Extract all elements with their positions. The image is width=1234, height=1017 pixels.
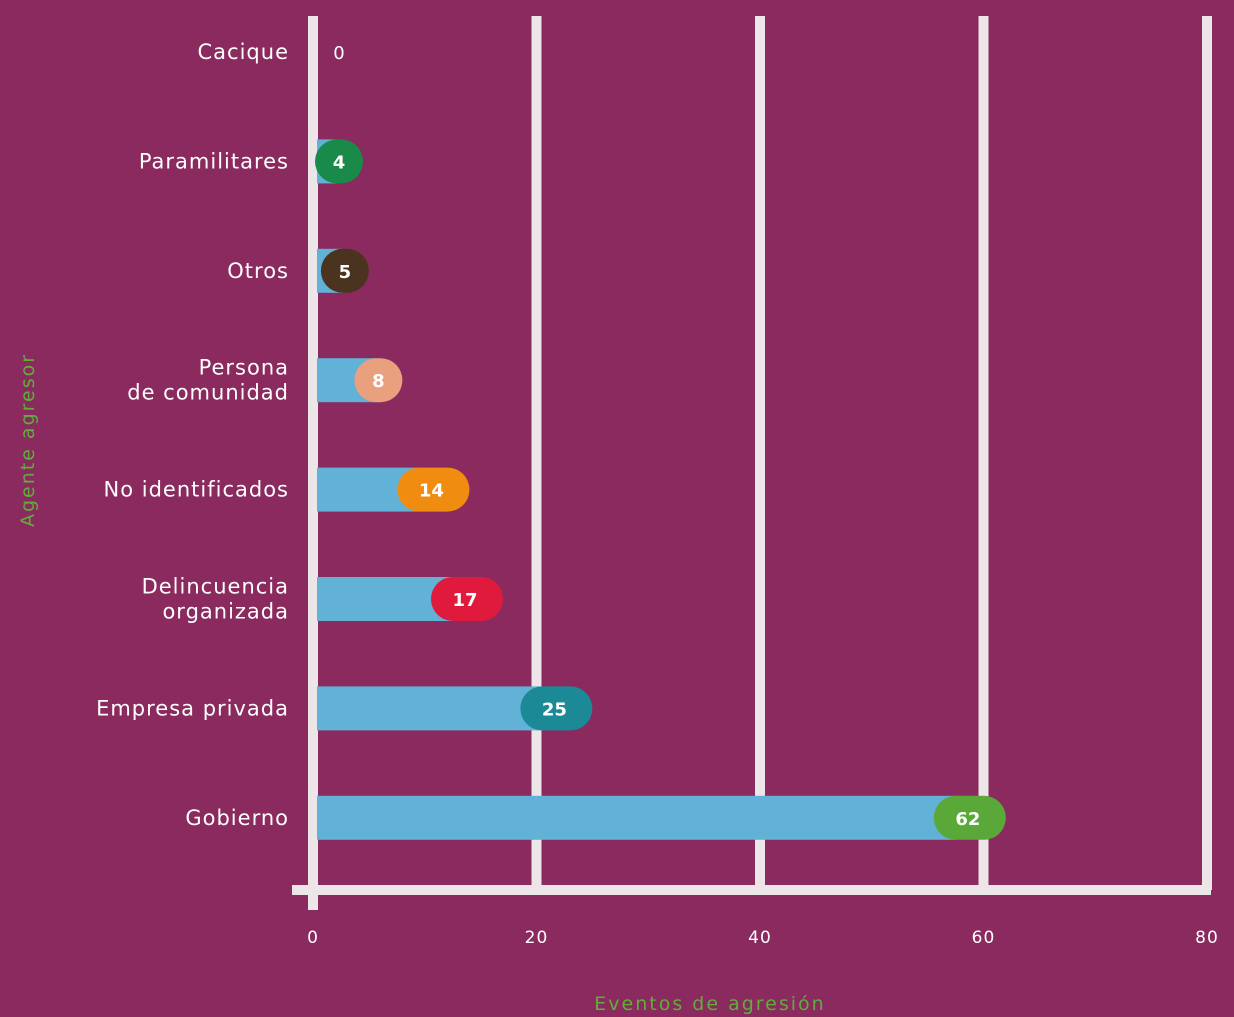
category-label: Cacique (198, 40, 289, 64)
category-label: Gobierno (185, 806, 289, 830)
data-label: 0 (333, 43, 344, 64)
x-axis-title: Eventos de agresión (594, 993, 825, 1015)
y-axis-title: Agente agresor (17, 353, 39, 527)
data-label: 8 (372, 371, 385, 392)
category-label: Persona de comunidad (127, 356, 289, 405)
data-label: 14 (419, 481, 444, 502)
data-label: 25 (542, 699, 567, 720)
bar (317, 686, 542, 730)
category-label: No identificados (104, 478, 289, 502)
category-label: Paramilitares (139, 149, 289, 173)
category-label: Delincuencia organizada (142, 575, 289, 624)
x-tick-label: 20 (525, 928, 549, 948)
x-tick-labels: 0 20 40 60 80 (307, 928, 1219, 948)
category-labels: Cacique Paramilitares Otros Persona de comun… (96, 40, 289, 830)
data-label: 17 (452, 590, 477, 611)
data-label: 5 (339, 262, 352, 283)
bar (317, 796, 956, 840)
data-label: 4 (333, 152, 346, 173)
data-label: 62 (955, 809, 980, 830)
x-tick-label: 0 (307, 928, 319, 948)
category-label: Otros (227, 259, 289, 283)
x-tick-label: 60 (972, 928, 996, 948)
grid-lines (292, 16, 1211, 910)
category-label: Empresa privada (96, 696, 289, 720)
x-tick-label: 80 (1195, 928, 1219, 948)
x-tick-label: 40 (748, 928, 772, 948)
